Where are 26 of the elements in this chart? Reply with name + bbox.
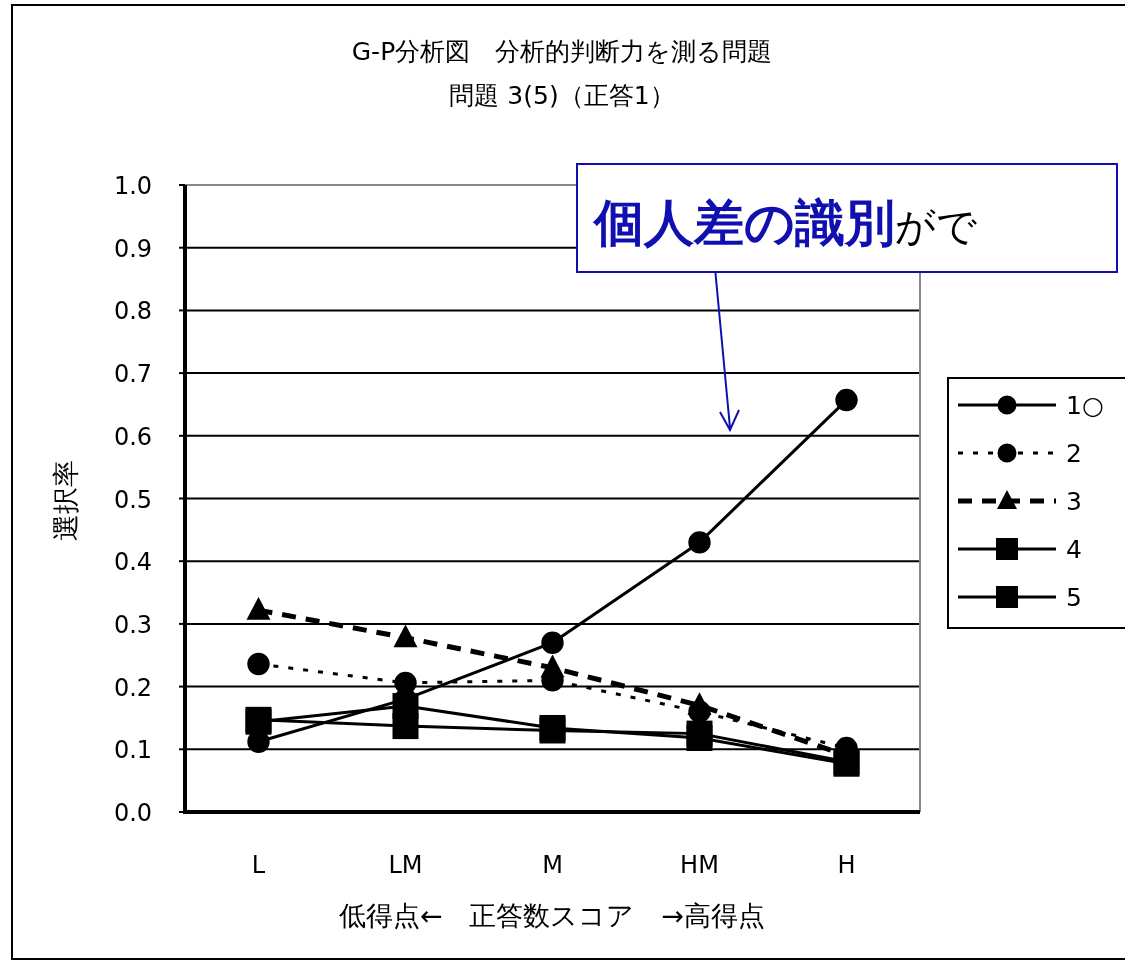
legend-label: 4	[1066, 535, 1082, 564]
y-tick-label: 0.2	[113, 673, 153, 702]
y-tick-label: 0.5	[113, 485, 153, 514]
y-tick-label: 0.4	[113, 548, 153, 577]
x-tick-label: LM	[388, 851, 423, 879]
chart-title: G-P分析図 分析的判断力を測る問題	[351, 37, 773, 66]
chart-subtitle: 問題 3(5)（正答1）	[449, 81, 675, 110]
y-tick-label: 0.7	[113, 360, 153, 389]
y-tick-label: 1.0	[113, 172, 153, 200]
legend-label: 5	[1066, 583, 1082, 612]
y-tick-label: 0.1	[113, 736, 153, 765]
y-axis-title: 選択率	[50, 459, 81, 541]
legend-label: 2	[1066, 439, 1082, 468]
x-axis-title: 低得点← 正答数スコア →高得点	[338, 900, 766, 931]
y-tick-label: 0.9	[113, 234, 153, 263]
y-tick-label: 0.3	[113, 610, 153, 639]
y-tick-label: 0.6	[113, 422, 153, 451]
annotation: 個人差の識別がで	[592, 194, 977, 252]
x-tick-label: H	[837, 851, 856, 879]
legend-label: 3	[1066, 487, 1082, 516]
x-tick-label: L	[251, 851, 266, 879]
y-tick-label: 0.8	[113, 297, 153, 326]
legend-label: 1○	[1066, 391, 1104, 420]
x-tick-label: HM	[680, 851, 719, 879]
y-tick-label: 0.0	[113, 799, 153, 827]
x-tick-label: M	[542, 851, 563, 879]
